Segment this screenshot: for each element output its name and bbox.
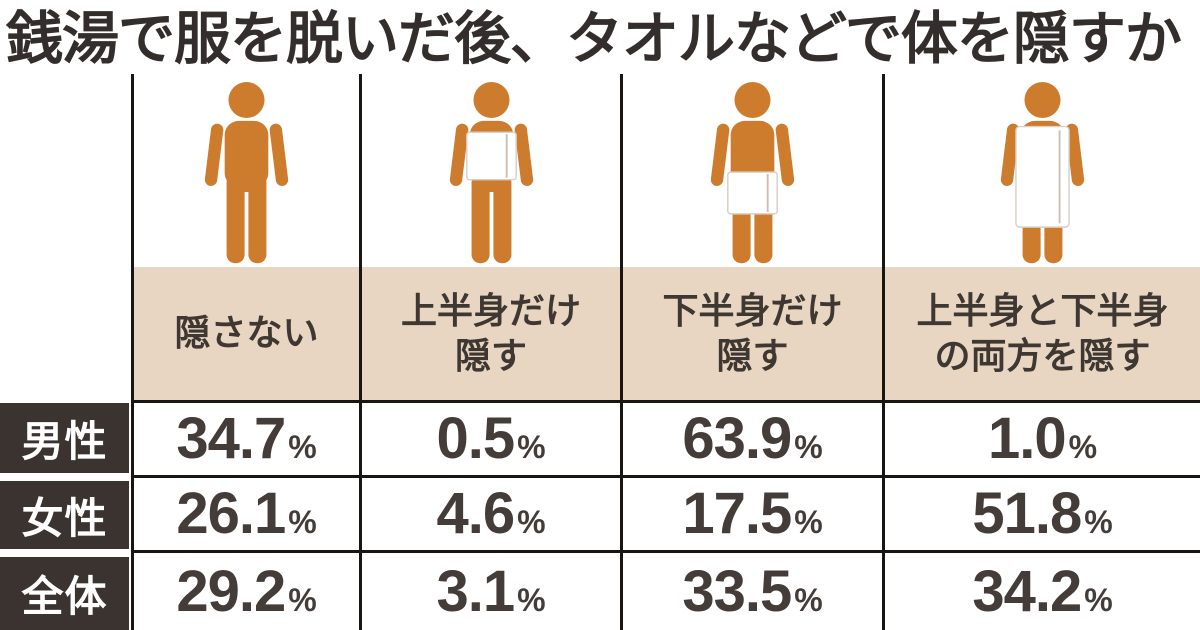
icon-cell-hide-both <box>885 80 1200 267</box>
value-male-hide-upper: 0.5% <box>436 406 546 471</box>
percent-sign: % <box>517 429 546 465</box>
percent-sign: % <box>794 429 823 465</box>
header-line1: 隠さない <box>174 312 319 354</box>
value-total-hide-none: 29.2% <box>176 558 317 624</box>
header-line1: 上半身と下半身 <box>916 289 1169 331</box>
percent-sign: % <box>794 581 823 618</box>
percent-sign: % <box>517 504 546 540</box>
header-line2: 隠す <box>716 334 789 376</box>
chart-title: 銭湯で服を脱いだ後、タオルなどで体を隠すか <box>6 7 1182 71</box>
value-female-hide-none: 26.1% <box>176 481 317 546</box>
grid-hline-1 <box>131 400 1200 403</box>
header-line2: 隠す <box>454 334 527 376</box>
grid-vline-2 <box>359 74 362 630</box>
person-no-towel-icon <box>204 81 289 264</box>
column-header-hide-upper: 上半身だけ 隠す <box>362 267 620 400</box>
value-female-hide-lower: 17.5% <box>682 481 823 546</box>
grid-vline-3 <box>620 74 623 630</box>
percent-sign: % <box>1084 581 1113 618</box>
value-total-hide-both: 34.2% <box>972 558 1113 624</box>
column-header-hide-lower: 下半身だけ 隠す <box>623 267 882 400</box>
percent-sign: % <box>794 504 823 540</box>
icon-cell-hide-none <box>134 80 359 267</box>
person-lower-towel-icon <box>710 81 795 264</box>
header-band <box>131 267 1200 400</box>
header-line1: 下半身だけ <box>662 289 843 331</box>
person-full-towel-icon <box>1000 81 1085 264</box>
value-female-hide-both: 51.8% <box>972 481 1113 546</box>
percent-sign: % <box>288 581 317 618</box>
percent-sign: % <box>288 504 317 540</box>
value-male-hide-lower: 63.9% <box>682 406 823 471</box>
grid-vline-1 <box>131 74 134 630</box>
value-male-hide-none: 34.7% <box>176 406 317 471</box>
percent-sign: % <box>517 581 546 618</box>
row-label-female: 女性 <box>0 481 129 549</box>
value-male-hide-both: 1.0% <box>987 406 1098 471</box>
value-female-hide-upper: 4.6% <box>436 481 546 546</box>
header-line1: 上半身だけ <box>400 289 581 331</box>
percent-sign: % <box>1084 504 1113 540</box>
icon-cell-hide-upper <box>362 80 620 267</box>
column-header-hide-both: 上半身と下半身 の両方を隠す <box>885 267 1200 400</box>
person-upper-towel-icon <box>449 81 533 264</box>
grid-hline-3 <box>131 550 1200 553</box>
percent-sign: % <box>288 429 317 465</box>
row-label-male: 男性 <box>0 403 129 473</box>
percent-sign: % <box>1068 429 1098 465</box>
header-line2: の両方を隠す <box>934 334 1151 376</box>
column-header-hide-none: 隠さない <box>134 267 359 400</box>
grid-vline-4 <box>882 74 885 630</box>
grid-hline-2 <box>131 475 1200 478</box>
icon-cell-hide-lower <box>623 80 882 267</box>
row-label-total: 全体 <box>0 557 129 630</box>
value-total-hide-lower: 33.5% <box>682 558 823 624</box>
value-total-hide-upper: 3.1% <box>436 558 546 624</box>
